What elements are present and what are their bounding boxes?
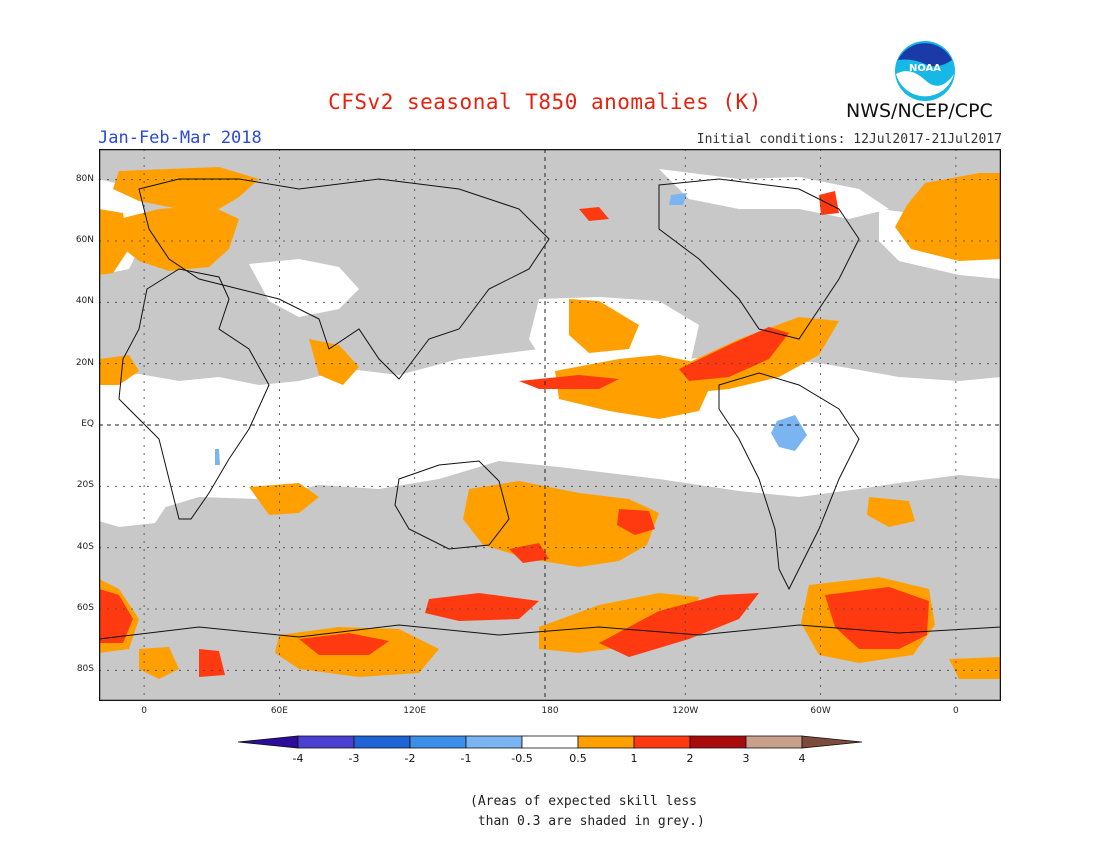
colorbar-cell (745, 735, 803, 749)
lat-tick-label: 40N (75, 296, 94, 307)
lat-tick-label: 20N (75, 357, 94, 368)
anomaly-red (199, 649, 225, 677)
anomaly-red (617, 509, 655, 535)
anomaly-orange (309, 339, 359, 385)
anomaly-blue (771, 415, 807, 451)
lon-tick-label: 60E (270, 706, 288, 716)
lat-tick-label: EQ (81, 419, 94, 429)
anomaly-orange (139, 647, 179, 679)
colorbar-cell (409, 735, 467, 749)
anomaly-red (579, 207, 609, 221)
colorbar-cell (297, 735, 355, 749)
anomaly-blue (215, 449, 220, 465)
anomaly-orange (249, 483, 319, 515)
white-patch (99, 449, 171, 527)
lon-tick-label: 0 (141, 706, 147, 716)
colorbar-tick-label: 2 (686, 752, 694, 765)
colorbar-tick-label: -3 (348, 752, 360, 765)
season-label: Jan-Feb-Mar 2018 (98, 128, 262, 148)
colorbar-high-extend (801, 735, 862, 749)
colorbar-cell (521, 735, 579, 749)
colorbar-tick-label: 0.5 (569, 752, 587, 765)
initial-conditions-label: Initial conditions: 12Jul2017-21Jul2017 (696, 132, 1002, 147)
lat-tick-label: 40S (76, 541, 94, 552)
anomaly-red (519, 375, 619, 389)
colorbar-tick-label: -4 (292, 752, 304, 765)
lat-tick-label: 20S (76, 480, 94, 491)
anomaly-orange (555, 355, 709, 419)
colorbar-cell (465, 735, 523, 749)
colorbar-low-extend (238, 735, 299, 749)
colorbar-tick-label: 1 (630, 752, 638, 765)
colorbar-tick-label: 4 (798, 752, 806, 765)
lat-tick-label: 60N (75, 235, 94, 245)
anomaly-orange (867, 497, 915, 527)
colorbar-tick-label: -1 (460, 752, 472, 765)
anomaly-map (99, 149, 1001, 701)
anomaly-orange (113, 167, 259, 209)
anomaly-red (679, 327, 789, 381)
anomaly-blue (669, 193, 687, 205)
coastlines (99, 178, 1001, 640)
footnote-line-2: than 0.3 are shaded in grey.) (470, 814, 705, 829)
lon-tick-label: 180 (541, 706, 559, 716)
colorbar-tick-label: -2 (404, 752, 416, 765)
lon-tick-label: 120W (672, 706, 699, 716)
footnote-line-1: (Areas of expected skill less (470, 794, 697, 809)
colorbar-tick-label: -0.5 (511, 752, 533, 765)
anomaly-orange (99, 355, 139, 385)
anomaly-orange (895, 173, 1001, 261)
anomaly-orange (539, 593, 699, 653)
lon-tick-label: 120E (403, 706, 427, 716)
anomaly-orange (119, 205, 239, 271)
skill-footnote: (Areas of expected skill less than 0.3 a… (470, 792, 730, 832)
map-title: CFSv2 seasonal T850 anomalies (K) (328, 90, 762, 114)
colorbar-cell (577, 735, 635, 749)
anomaly-red (99, 589, 133, 643)
anomaly-red (819, 191, 839, 215)
anomaly-red (825, 587, 929, 649)
lon-tick-label: 0 (953, 706, 959, 716)
anomaly-red (299, 633, 389, 655)
lat-tick-label: 60S (76, 603, 94, 613)
anomaly-orange (949, 657, 1001, 679)
agency-label: NWS/NCEP/CPC (846, 100, 993, 122)
colorbar-tick-label: 3 (742, 752, 750, 765)
anomaly-orange (569, 299, 639, 353)
anomaly-red (425, 593, 539, 621)
anomaly-orange (463, 481, 659, 567)
colorbar (238, 735, 862, 749)
lat-tick-label: 80S (76, 664, 94, 675)
colorbar-cell (633, 735, 691, 749)
anomaly-orange (99, 209, 129, 275)
lon-tick-label: 60W (810, 706, 831, 716)
lat-tick-label: 80N (75, 173, 94, 184)
colorbar-cell (689, 735, 747, 749)
colorbar-cell (353, 735, 411, 749)
noaa-logo: NOAA (895, 41, 955, 101)
anomaly-red (599, 593, 759, 657)
svg-text:NOAA: NOAA (909, 63, 941, 74)
